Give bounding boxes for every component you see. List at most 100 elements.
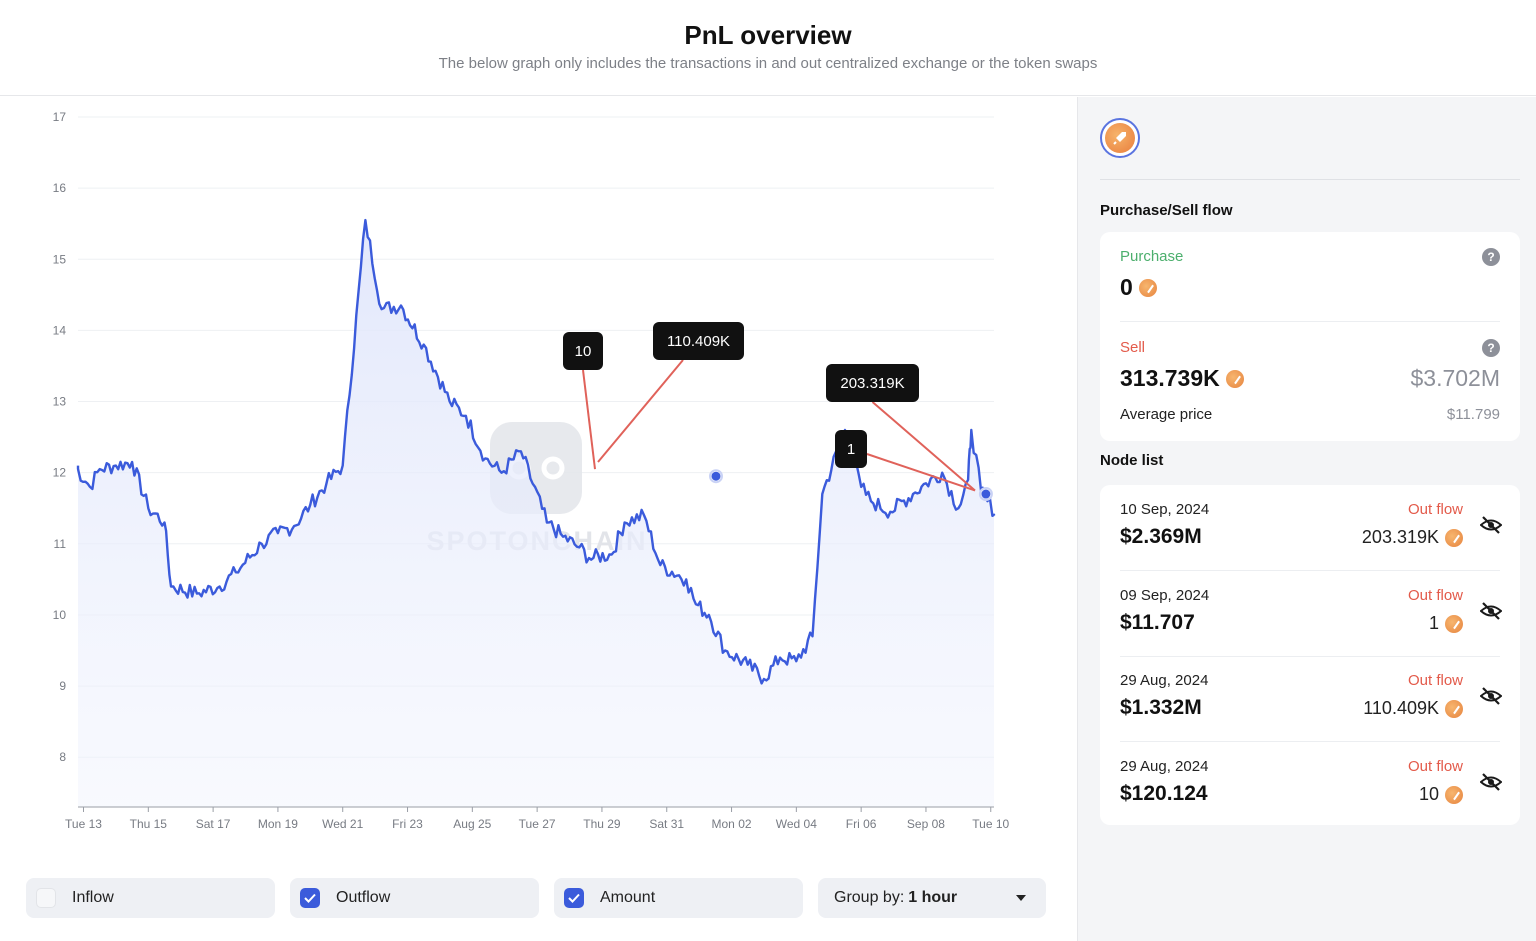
y-tick-label: 8 (59, 750, 66, 764)
purchase-amount: 0 (1120, 274, 1133, 300)
annotation-box (653, 322, 744, 360)
node-flow-type: Out flow (1407, 758, 1463, 775)
node-usd: $2.369M (1120, 525, 1202, 548)
x-tick-label: Wed 21 (322, 817, 363, 831)
annotation-link (582, 369, 596, 470)
node-usd: $120.124 (1120, 782, 1208, 805)
amount-label: Amount (600, 889, 656, 906)
node-date: 09 Sep, 2024 (1120, 587, 1210, 604)
purchase-sell-title: Purchase/Sell flow (1100, 202, 1233, 219)
x-tick-label: Thu 29 (583, 817, 621, 831)
node-item[interactable]: 29 Aug, 2024 $120.124 Out flow 10 (1100, 742, 1520, 828)
annotation-label: 10 (575, 343, 592, 360)
outflow-checkbox[interactable] (300, 888, 320, 908)
node-flow-type: Out flow (1407, 501, 1463, 518)
purchase-label: Purchase (1120, 248, 1184, 265)
rocket-icon (1105, 123, 1135, 153)
annotation-label: 203.319K (840, 375, 904, 392)
x-tick-label: Thu 15 (130, 817, 168, 831)
amount-checkbox[interactable] (564, 888, 584, 908)
series-area (78, 220, 994, 808)
token-coin-icon (1445, 614, 1463, 633)
check-icon (304, 893, 316, 903)
eye-off-icon[interactable] (1480, 601, 1502, 621)
annotation-label: 110.409K (667, 333, 730, 350)
inflow-label: Inflow (72, 889, 114, 906)
eye-off-icon[interactable] (1480, 772, 1502, 792)
token-coin-icon (1445, 528, 1463, 547)
eye-off-icon[interactable] (1480, 686, 1502, 706)
eye-off-icon[interactable] (1480, 515, 1502, 535)
card-divider (1120, 321, 1500, 322)
annotation-box (826, 364, 919, 402)
node-amount-text: 203.319K (1361, 527, 1439, 547)
node-divider (1120, 570, 1500, 571)
y-tick-label: 10 (53, 608, 67, 622)
node-item[interactable]: 10 Sep, 2024 $2.369M Out flow 203.319K (1100, 485, 1520, 571)
node-divider (1120, 741, 1500, 742)
outflow-toggle[interactable]: Outflow (290, 878, 539, 918)
chart-controls: Inflow Outflow Amount Group by: 1 hour (0, 857, 1077, 941)
node-divider (1120, 656, 1500, 657)
inflow-toggle[interactable]: Inflow (26, 878, 275, 918)
token-coin-icon (1138, 278, 1157, 297)
sell-label: Sell (1120, 339, 1146, 356)
groupby-select[interactable]: Group by: 1 hour (818, 878, 1046, 918)
x-tick-label: Mon 02 (712, 817, 752, 831)
node-flow-type: Out flow (1407, 587, 1463, 604)
sell-value: 313.739K (1120, 365, 1244, 392)
x-tick-label: Sat 17 (196, 817, 231, 831)
node-amount: 110.409K (1363, 698, 1463, 719)
purchase-help-icon[interactable]: ? (1482, 248, 1500, 266)
purchase-value: 0 (1120, 274, 1157, 301)
average-price-value: $11.799 (1446, 406, 1500, 423)
x-tick-label: Fri 23 (392, 817, 423, 831)
node-amount: 203.319K (1362, 527, 1463, 548)
y-tick-label: 14 (53, 323, 67, 337)
check-icon (568, 893, 580, 903)
node-date: 10 Sep, 2024 (1120, 501, 1210, 518)
node-amount: 1 (1429, 613, 1463, 634)
sell-help-icon[interactable]: ? (1482, 339, 1500, 357)
node-item[interactable]: 09 Sep, 2024 $11.707 Out flow 1 (1100, 571, 1520, 657)
token-coin-icon (1445, 785, 1463, 804)
token-coin-icon (1225, 369, 1244, 388)
x-tick-label: Fri 06 (846, 817, 877, 831)
page-header: PnL overview The below graph only includ… (0, 0, 1536, 96)
amount-toggle[interactable]: Amount (554, 878, 803, 918)
node-marker[interactable] (981, 489, 991, 499)
node-item[interactable]: 29 Aug, 2024 $1.332M Out flow 110.409K (1100, 656, 1520, 742)
sidebar: Purchase/Sell flow Purchase ? 0 Sell ? 3… (1077, 97, 1536, 941)
annotation-link (871, 401, 976, 492)
node-amount: 10 (1419, 784, 1463, 805)
groupby-label: Group by: (834, 889, 905, 906)
node-amount-text: 110.409K (1363, 698, 1439, 718)
node-flow-type: Out flow (1407, 672, 1463, 689)
node-list: 10 Sep, 2024 $2.369M Out flow 203.319K 0… (1100, 485, 1520, 825)
x-tick-label: Aug 25 (453, 817, 491, 831)
token-logo (1100, 118, 1140, 158)
watermark-logo-eye-right (541, 456, 565, 480)
node-date: 29 Aug, 2024 (1120, 672, 1209, 689)
node-marker[interactable] (711, 471, 721, 481)
node-usd: $1.332M (1120, 696, 1202, 719)
purchase-sell-card: Purchase ? 0 Sell ? 313.739K $3.702M Ave… (1100, 232, 1520, 441)
node-date: 29 Aug, 2024 (1120, 758, 1209, 775)
annotation-link (866, 453, 976, 492)
x-tick-label: Tue 27 (519, 817, 556, 831)
inflow-checkbox[interactable] (36, 888, 56, 908)
sidebar-divider (1100, 179, 1520, 180)
x-tick-label: Tue 10 (972, 817, 1009, 831)
y-tick-label: 17 (53, 110, 67, 124)
node-amount-text: 10 (1418, 784, 1439, 804)
annotation-box (563, 332, 603, 370)
y-tick-label: 11 (54, 537, 67, 551)
node-usd: $11.707 (1120, 611, 1195, 634)
y-tick-label: 13 (53, 395, 67, 409)
x-tick-label: Wed 04 (776, 817, 817, 831)
page-title: PnL overview (684, 20, 852, 50)
y-tick-label: 15 (53, 252, 67, 266)
x-tick-label: Mon 19 (258, 817, 298, 831)
